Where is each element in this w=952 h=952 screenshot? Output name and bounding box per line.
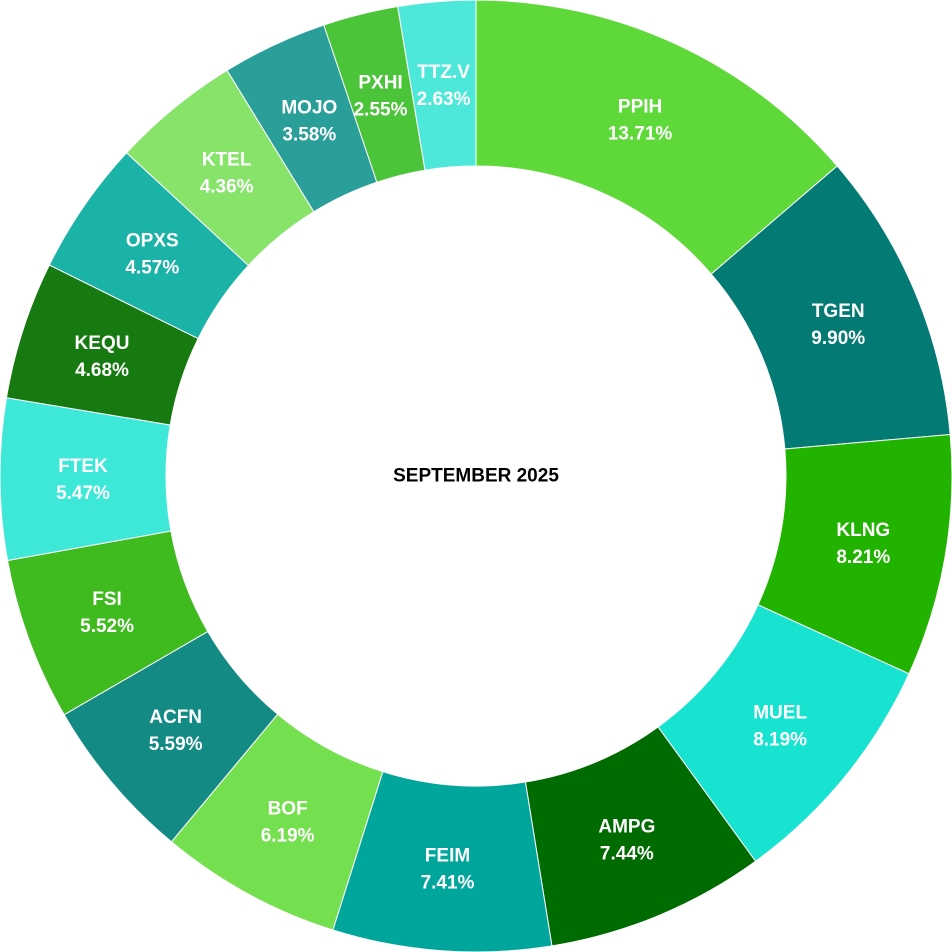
slice-label-pxhi: PXHI bbox=[358, 72, 402, 93]
slice-label-klng: KLNG bbox=[836, 520, 890, 541]
slice-value-feim: 7.41% bbox=[421, 872, 475, 893]
slice-value-ftek: 5.47% bbox=[56, 483, 110, 504]
slice-value-muel: 8.19% bbox=[753, 729, 807, 750]
slice-label-mojo: MOJO bbox=[281, 98, 337, 119]
slice-label-ttz-v: TTZ.V bbox=[417, 62, 470, 83]
slice-label-muel: MUEL bbox=[753, 702, 807, 723]
slice-label-acfn: ACFN bbox=[149, 707, 202, 728]
slice-value-fsi: 5.52% bbox=[80, 616, 134, 637]
slice-labels: PPIH 13.71% TGEN 9.90% KLNG 8.21% MUEL 8.19% AMP… bbox=[56, 62, 890, 894]
slice-label-ftek: FTEK bbox=[58, 456, 108, 477]
slice-value-ttz-v: 2.63% bbox=[417, 89, 471, 110]
slice-value-mojo: 3.58% bbox=[282, 125, 336, 146]
chart-title: SEPTEMBER 2025 bbox=[393, 466, 559, 487]
slice-value-ktel: 4.36% bbox=[200, 177, 254, 198]
slice-label-ppih: PPIH bbox=[618, 96, 662, 117]
slice-value-klng: 8.21% bbox=[836, 547, 890, 568]
slice-ftek bbox=[0, 397, 172, 562]
slice-value-pxhi: 2.55% bbox=[354, 99, 408, 120]
slice-label-kequ: KEQU bbox=[75, 333, 130, 354]
slice-ttz-v bbox=[397, 0, 477, 171]
slice-label-ampg: AMPG bbox=[598, 816, 655, 837]
slice-value-bof: 6.19% bbox=[261, 825, 315, 846]
slice-label-bof: BOF bbox=[268, 798, 308, 819]
slice-label-feim: FEIM bbox=[425, 845, 470, 866]
slice-label-tgen: TGEN bbox=[812, 301, 865, 322]
slice-label-opxs: OPXS bbox=[126, 231, 179, 252]
slice-value-tgen: 9.90% bbox=[811, 328, 865, 349]
slice-value-opxs: 4.57% bbox=[125, 258, 179, 279]
slice-value-kequ: 4.68% bbox=[75, 360, 129, 381]
slice-value-ppih: 13.71% bbox=[608, 123, 673, 144]
slice-value-acfn: 5.59% bbox=[149, 734, 203, 755]
slice-label-fsi: FSI bbox=[92, 589, 122, 610]
slice-value-ampg: 7.44% bbox=[600, 843, 654, 864]
slice-label-ktel: KTEL bbox=[202, 150, 252, 171]
